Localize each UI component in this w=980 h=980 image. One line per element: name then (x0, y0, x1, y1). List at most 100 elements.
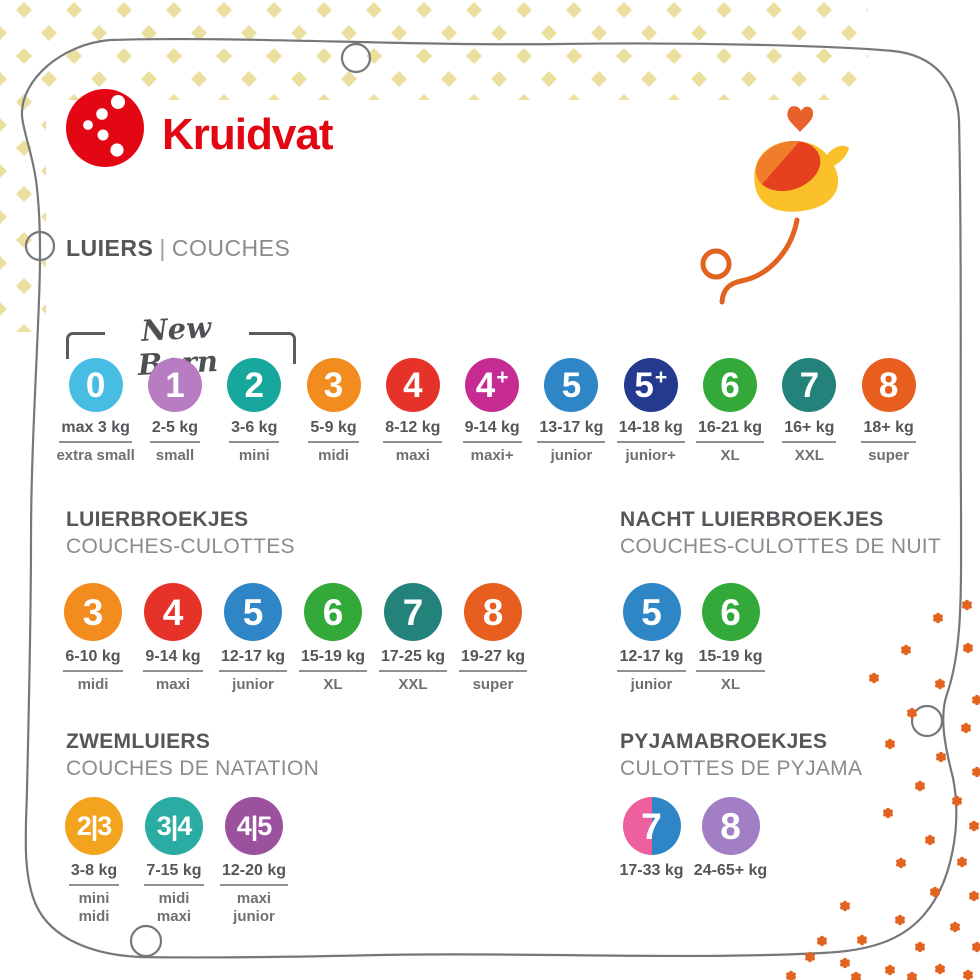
size-number: 1 (165, 365, 185, 405)
size-item-1: 1 2-5 kg small (135, 358, 214, 465)
size-item-3: 3 5-9 kg midi (294, 358, 373, 465)
heart-icon (787, 106, 814, 132)
size-number: 8 (482, 591, 504, 633)
size-number: 0 (85, 365, 106, 405)
size-circle: 3 (306, 358, 361, 412)
size-item-3|4: 3|4 7-15 kg midi maxi (134, 797, 214, 926)
size-number: 7 (799, 365, 820, 405)
plus-sign: + (496, 366, 509, 389)
kruidvat-logo-icon (66, 89, 144, 167)
size-name-label: midi (318, 447, 349, 464)
size-name-label: maxi (155, 676, 191, 693)
weight-label: max 3 kg (59, 419, 132, 443)
heading-nacht-luierbroekjes: NACHT LUIERBROEKJES COUCHES-CULOTTES DE … (620, 506, 941, 560)
size-circle: 5 (544, 358, 599, 412)
size-circle: 4 (144, 583, 202, 641)
size-circle: 2 (227, 358, 282, 412)
size-name-label: midi (78, 908, 110, 925)
bird-icon (700, 106, 849, 305)
size-number: 6 (720, 365, 740, 405)
size-name-label: extra small (56, 447, 135, 464)
size-item-2|3: 2|3 3-8 kg mini midi (54, 797, 134, 926)
size-circle: 1 (147, 358, 202, 412)
heading-nl: LUIERBROEKJES (66, 508, 249, 531)
size-circle: 4 + (465, 358, 520, 412)
size-name-label: junior (233, 908, 275, 925)
size-name-label: small (155, 447, 195, 464)
size-item-8: 8 18+ kg super (849, 358, 928, 465)
newborn-bracket: New Born (66, 310, 296, 382)
size-name-label: junior+ (625, 447, 676, 464)
size-item-8: 8 24-65+ kg (691, 797, 770, 880)
size-number: 2 (244, 365, 264, 405)
size-item-4|5: 4|5 12-20 kg maxi junior (214, 797, 294, 926)
row-zwemluiers: 2|3 3-8 kg mini midi 3|4 7-15 kg midi maxi 4|5 12… (54, 797, 294, 926)
page-title: LUIERS | COUCHES (66, 235, 290, 262)
row-luierbroekjes: 3 6-10 kg midi 4 9-14 kg maxi 5 12-17 kg junior 6… (53, 583, 533, 694)
size-number: 4 (475, 365, 496, 405)
weight-label: 5-9 kg (308, 419, 359, 443)
size-circle: 6 (703, 358, 758, 412)
size-circle: 8 (861, 358, 916, 412)
size-item-0: 0 max 3 kg extra small (56, 358, 135, 465)
size-name-label: XL (720, 447, 740, 464)
size-item-4+: 4 +9-14 kg maxi+ (452, 358, 531, 465)
weight-label: 24-65+ kg (693, 862, 768, 879)
size-name-label: maxi (236, 890, 272, 907)
size-item-7: 7 17-25 kg XXL (373, 583, 453, 694)
size-name-label: super (472, 676, 514, 693)
size-circle: 0 (68, 358, 123, 412)
size-circle: 8 (464, 583, 522, 641)
weight-label: 18+ kg (861, 419, 916, 443)
weight-label: 12-17 kg (617, 648, 686, 672)
size-number: 6 (322, 591, 344, 633)
size-number: 4 (162, 591, 184, 633)
size-circle: 6 (701, 583, 760, 641)
brand-wordmark: Kruidvat (162, 110, 333, 159)
size-name-label: XL (720, 676, 741, 693)
size-name-label: junior (232, 676, 274, 693)
heading-fr: COUCHES-CULOTTES DE NUIT (620, 535, 942, 558)
weight-label: 12-20 kg (219, 862, 289, 886)
size-number: 5 (561, 365, 582, 405)
size-number: 2|3 (76, 810, 113, 841)
size-number: 8 (878, 365, 899, 405)
size-item-4: 4 8-12 kg maxi (373, 358, 452, 465)
size-circle: 3|4 (145, 797, 203, 855)
weight-label: 17-33 kg (619, 862, 684, 879)
weight-label: 19-27 kg (458, 648, 528, 672)
size-item-5: 5 12-17 kg junior (612, 583, 691, 694)
size-item-2: 2 3-6 kg mini (215, 358, 294, 465)
row-luiers: 0 max 3 kg extra small 1 2-5 kg small 2 3-6 kg m… (56, 358, 928, 465)
weight-label: 12-17 kg (218, 648, 288, 672)
size-item-6: 6 16-21 kg XL (690, 358, 769, 465)
size-number: 8 (720, 805, 741, 847)
heading-nl: PYJAMABROEKJES (620, 730, 828, 753)
row-nacht-luierbroekjes: 5 12-17 kg junior 6 15-19 kg XL (612, 583, 770, 694)
size-name-label: super (868, 447, 910, 464)
size-circle: 4 (385, 358, 440, 412)
size-item-4: 4 9-14 kg maxi (133, 583, 213, 694)
weight-label: 3-6 kg (229, 419, 280, 443)
size-name-label: XL (323, 676, 343, 693)
weight-label: 7-15 kg (144, 862, 204, 886)
size-name-label: mini (78, 890, 110, 907)
size-circle: 7 (622, 797, 681, 855)
size-circle: 5 (622, 583, 681, 641)
heading-nl: ZWEMLUIERS (66, 730, 211, 753)
size-number: 4 (403, 365, 423, 405)
title-separator: | (159, 235, 166, 261)
heading-pyjamabroekjes: PYJAMABROEKJES CULOTTES DE PYJAMA (620, 728, 862, 782)
size-name-label: XXL (794, 447, 824, 464)
size-circle: 5 (224, 583, 282, 641)
heading-zwemluiers: ZWEMLUIERS COUCHES DE NATATION (66, 728, 319, 782)
weight-label: 17-25 kg (378, 648, 448, 672)
size-number: 5 (634, 365, 654, 405)
size-item-7: 7 16+ kg XXL (770, 358, 849, 465)
size-circle: 7 (782, 358, 837, 412)
size-item-5+: 5 +14-18 kg junior+ (611, 358, 690, 465)
size-name-label: maxi+ (470, 447, 514, 464)
weight-label: 6-10 kg (63, 648, 123, 672)
size-name-label: XXL (398, 676, 428, 693)
weight-label: 14-18 kg (616, 419, 685, 443)
